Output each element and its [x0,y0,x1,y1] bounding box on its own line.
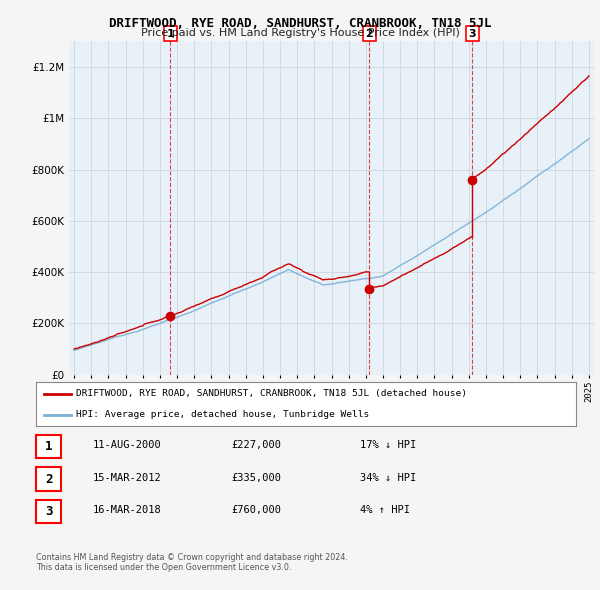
Text: 2: 2 [45,473,52,486]
Text: 11-AUG-2000: 11-AUG-2000 [93,441,162,450]
Text: 3: 3 [469,28,476,38]
Text: Contains HM Land Registry data © Crown copyright and database right 2024.: Contains HM Land Registry data © Crown c… [36,553,348,562]
Text: 4% ↑ HPI: 4% ↑ HPI [360,506,410,515]
Text: Price paid vs. HM Land Registry's House Price Index (HPI): Price paid vs. HM Land Registry's House … [140,28,460,38]
Text: 15-MAR-2012: 15-MAR-2012 [93,473,162,483]
Text: This data is licensed under the Open Government Licence v3.0.: This data is licensed under the Open Gov… [36,563,292,572]
Text: 1: 1 [45,440,52,453]
Text: 16-MAR-2018: 16-MAR-2018 [93,506,162,515]
Text: £335,000: £335,000 [231,473,281,483]
Text: 1: 1 [167,28,174,38]
Text: DRIFTWOOD, RYE ROAD, SANDHURST, CRANBROOK, TN18 5JL: DRIFTWOOD, RYE ROAD, SANDHURST, CRANBROO… [109,17,491,30]
Text: HPI: Average price, detached house, Tunbridge Wells: HPI: Average price, detached house, Tunb… [77,411,370,419]
Text: £227,000: £227,000 [231,441,281,450]
Text: 34% ↓ HPI: 34% ↓ HPI [360,473,416,483]
Text: DRIFTWOOD, RYE ROAD, SANDHURST, CRANBROOK, TN18 5JL (detached house): DRIFTWOOD, RYE ROAD, SANDHURST, CRANBROO… [77,389,467,398]
Text: £760,000: £760,000 [231,506,281,515]
Text: 2: 2 [365,28,373,38]
Text: 3: 3 [45,505,52,518]
Text: 17% ↓ HPI: 17% ↓ HPI [360,441,416,450]
